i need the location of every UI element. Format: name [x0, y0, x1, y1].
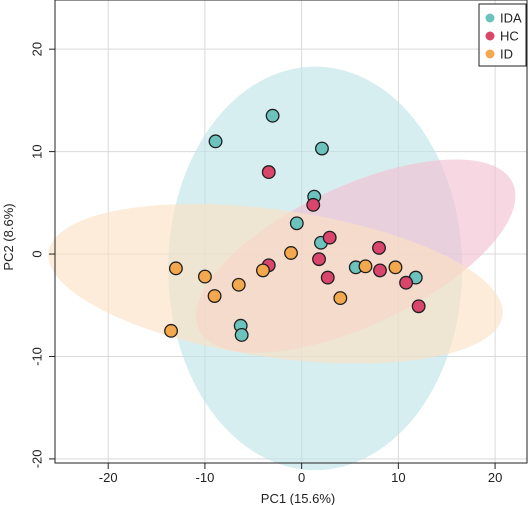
data-points	[164, 108, 426, 342]
ellipse-id	[48, 204, 503, 364]
y-axis-title: PC2 (8.6%)	[1, 203, 16, 270]
y-tick-label: 10	[30, 144, 45, 158]
axes: -20 -10 0 10 20 -20 -10 0 10 20	[30, 0, 528, 485]
point-id	[197, 269, 212, 284]
y-tick-label: -10	[30, 347, 45, 366]
point-hc	[322, 230, 337, 245]
y-tick-label: 20	[30, 42, 45, 56]
point-id	[358, 259, 373, 274]
legend-label: HC	[500, 29, 519, 44]
x-tick-label: 10	[391, 470, 405, 485]
point-hc	[372, 240, 386, 255]
point-id	[164, 323, 179, 338]
point-ida	[208, 134, 223, 149]
plot-frame	[54, 0, 528, 464]
point-id	[256, 263, 270, 278]
x-tick-label: 20	[488, 470, 502, 485]
x-tick-label: -20	[99, 470, 118, 485]
legend-marker	[485, 31, 495, 41]
confidence-ellipses	[48, 66, 516, 471]
point-hc	[312, 252, 326, 267]
point-hc	[306, 197, 321, 212]
y-tick-label: 0	[30, 250, 45, 257]
point-hc	[320, 270, 335, 285]
point-id	[388, 260, 403, 275]
point-ida	[234, 328, 249, 342]
point-hc	[261, 165, 276, 180]
x-tick-label: 0	[298, 470, 305, 485]
legend-label: ID	[500, 47, 513, 62]
point-id	[333, 291, 348, 306]
point-id	[207, 289, 222, 303]
y-tick-label: -20	[30, 450, 45, 469]
point-ida	[315, 141, 329, 156]
point-ida	[265, 108, 280, 123]
point-hc	[399, 275, 414, 290]
point-id	[231, 277, 246, 292]
x-tick-label: -10	[196, 470, 215, 485]
point-ida	[289, 216, 304, 231]
point-id	[168, 261, 183, 276]
x-axis-title: PC1 (15.6%)	[261, 491, 335, 505]
legend: IDA HC ID	[478, 3, 527, 67]
legend-marker	[485, 13, 495, 23]
legend-marker	[485, 49, 495, 59]
legend-label: IDA	[500, 11, 522, 26]
point-hc	[373, 263, 387, 278]
point-hc	[411, 299, 426, 314]
point-id	[284, 246, 298, 260]
